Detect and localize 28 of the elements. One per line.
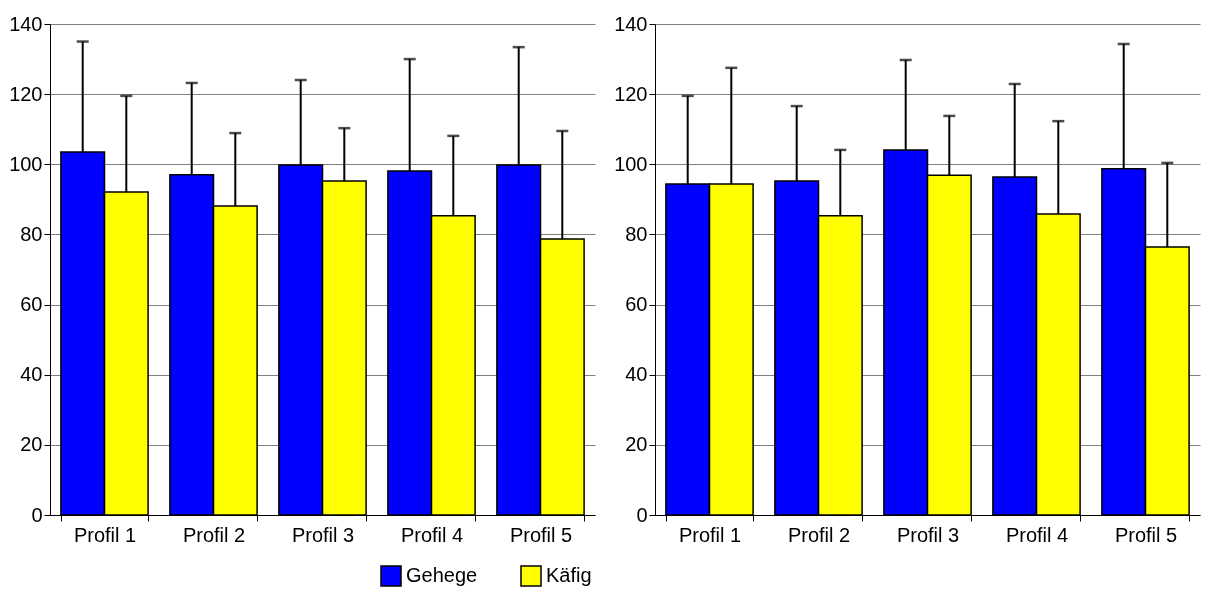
x-tick-label: Profil 2 xyxy=(787,523,851,546)
y-tick-label: 100 xyxy=(614,152,648,175)
y-tick-label: 20 xyxy=(20,433,43,456)
x-tick-label: Profil 5 xyxy=(509,523,573,546)
y-tick-label: 140 xyxy=(614,12,648,35)
y-tick-label: 20 xyxy=(625,433,648,456)
x-tick-label: Profil 3 xyxy=(896,523,960,546)
y-tick-label: 40 xyxy=(625,363,648,386)
x-tick-label: Profil 4 xyxy=(1005,523,1069,546)
y-tick-label: 120 xyxy=(614,82,648,105)
x-tick-label: Profil 4 xyxy=(400,523,464,546)
x-tick-label: Profil 1 xyxy=(73,523,137,546)
legend-label: Gehege xyxy=(406,564,478,586)
y-tick-label: 100 xyxy=(9,152,43,175)
legend-label: Käfig xyxy=(546,564,592,586)
y-tick-label: 80 xyxy=(625,222,648,245)
y-tick-label: 60 xyxy=(20,293,43,316)
x-tick-label: Profil 2 xyxy=(182,523,246,546)
y-tick-label: 60 xyxy=(625,293,648,316)
y-tick-label: 80 xyxy=(20,222,43,245)
x-tick-label: Profil 3 xyxy=(291,523,355,546)
y-tick-label: 0 xyxy=(31,503,43,526)
x-tick-label: Profil 5 xyxy=(1114,523,1178,546)
y-tick-label: 120 xyxy=(9,82,43,105)
y-tick-label: 40 xyxy=(20,363,43,386)
y-tick-label: 0 xyxy=(636,503,648,526)
x-tick-label: Profil 1 xyxy=(678,523,742,546)
y-tick-label: 140 xyxy=(9,12,43,35)
